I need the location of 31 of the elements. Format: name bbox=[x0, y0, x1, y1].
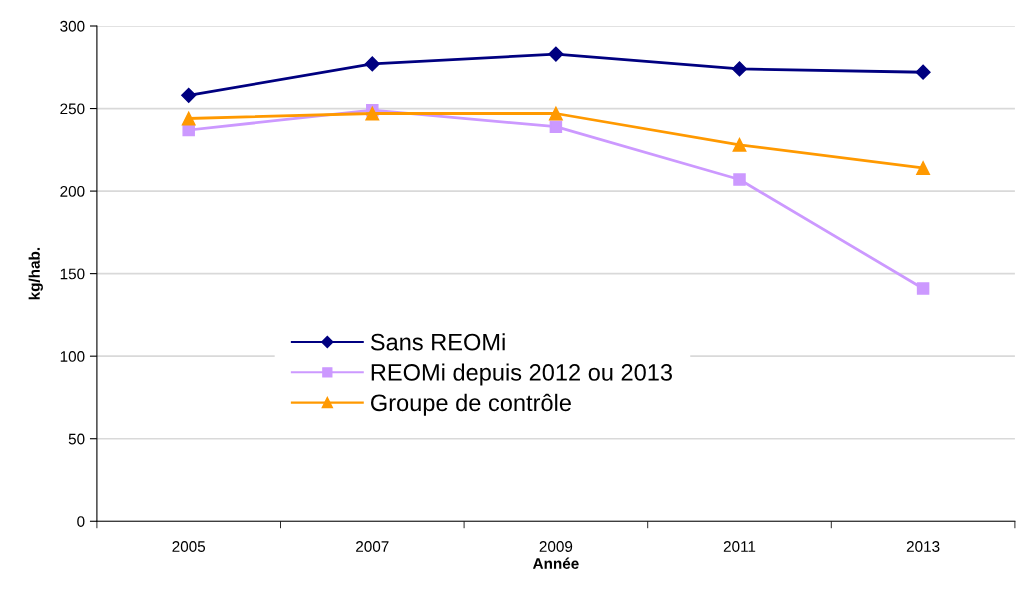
y-tick-label: 150 bbox=[60, 268, 85, 280]
point bbox=[365, 106, 380, 121]
x-tick-label: 2013 bbox=[906, 541, 940, 552]
point bbox=[915, 64, 931, 80]
point bbox=[549, 120, 563, 133]
point bbox=[916, 282, 930, 295]
x-tick-label: 2009 bbox=[539, 541, 573, 552]
point bbox=[731, 61, 748, 77]
point bbox=[548, 106, 563, 121]
y-tick-label: 0 bbox=[77, 516, 85, 527]
y-tick-label: 50 bbox=[68, 433, 85, 445]
y-axis-title: kg/hab. bbox=[28, 247, 43, 300]
y-tick-label: 300 bbox=[60, 20, 85, 32]
point bbox=[548, 46, 564, 62]
x-tick-label: 2005 bbox=[172, 541, 206, 552]
x-tick-label: 2011 bbox=[723, 541, 756, 552]
point bbox=[181, 111, 196, 126]
y-tick-label: 200 bbox=[60, 185, 85, 197]
x-axis-title: Année bbox=[532, 557, 579, 569]
y-tick-label: 100 bbox=[60, 351, 85, 362]
point bbox=[181, 87, 197, 103]
x-tick-label: 2007 bbox=[356, 541, 389, 552]
point bbox=[732, 137, 747, 152]
y-tick-label: 250 bbox=[60, 103, 85, 115]
point bbox=[733, 173, 746, 186]
legend-label: REOMi depuis 2012 ou 2013 bbox=[371, 363, 672, 386]
point bbox=[916, 161, 931, 175]
point bbox=[182, 123, 195, 137]
legend-label: Groupe de contrôle bbox=[371, 393, 571, 416]
point bbox=[364, 56, 380, 72]
legend-label: Sans REOMi bbox=[370, 333, 505, 351]
